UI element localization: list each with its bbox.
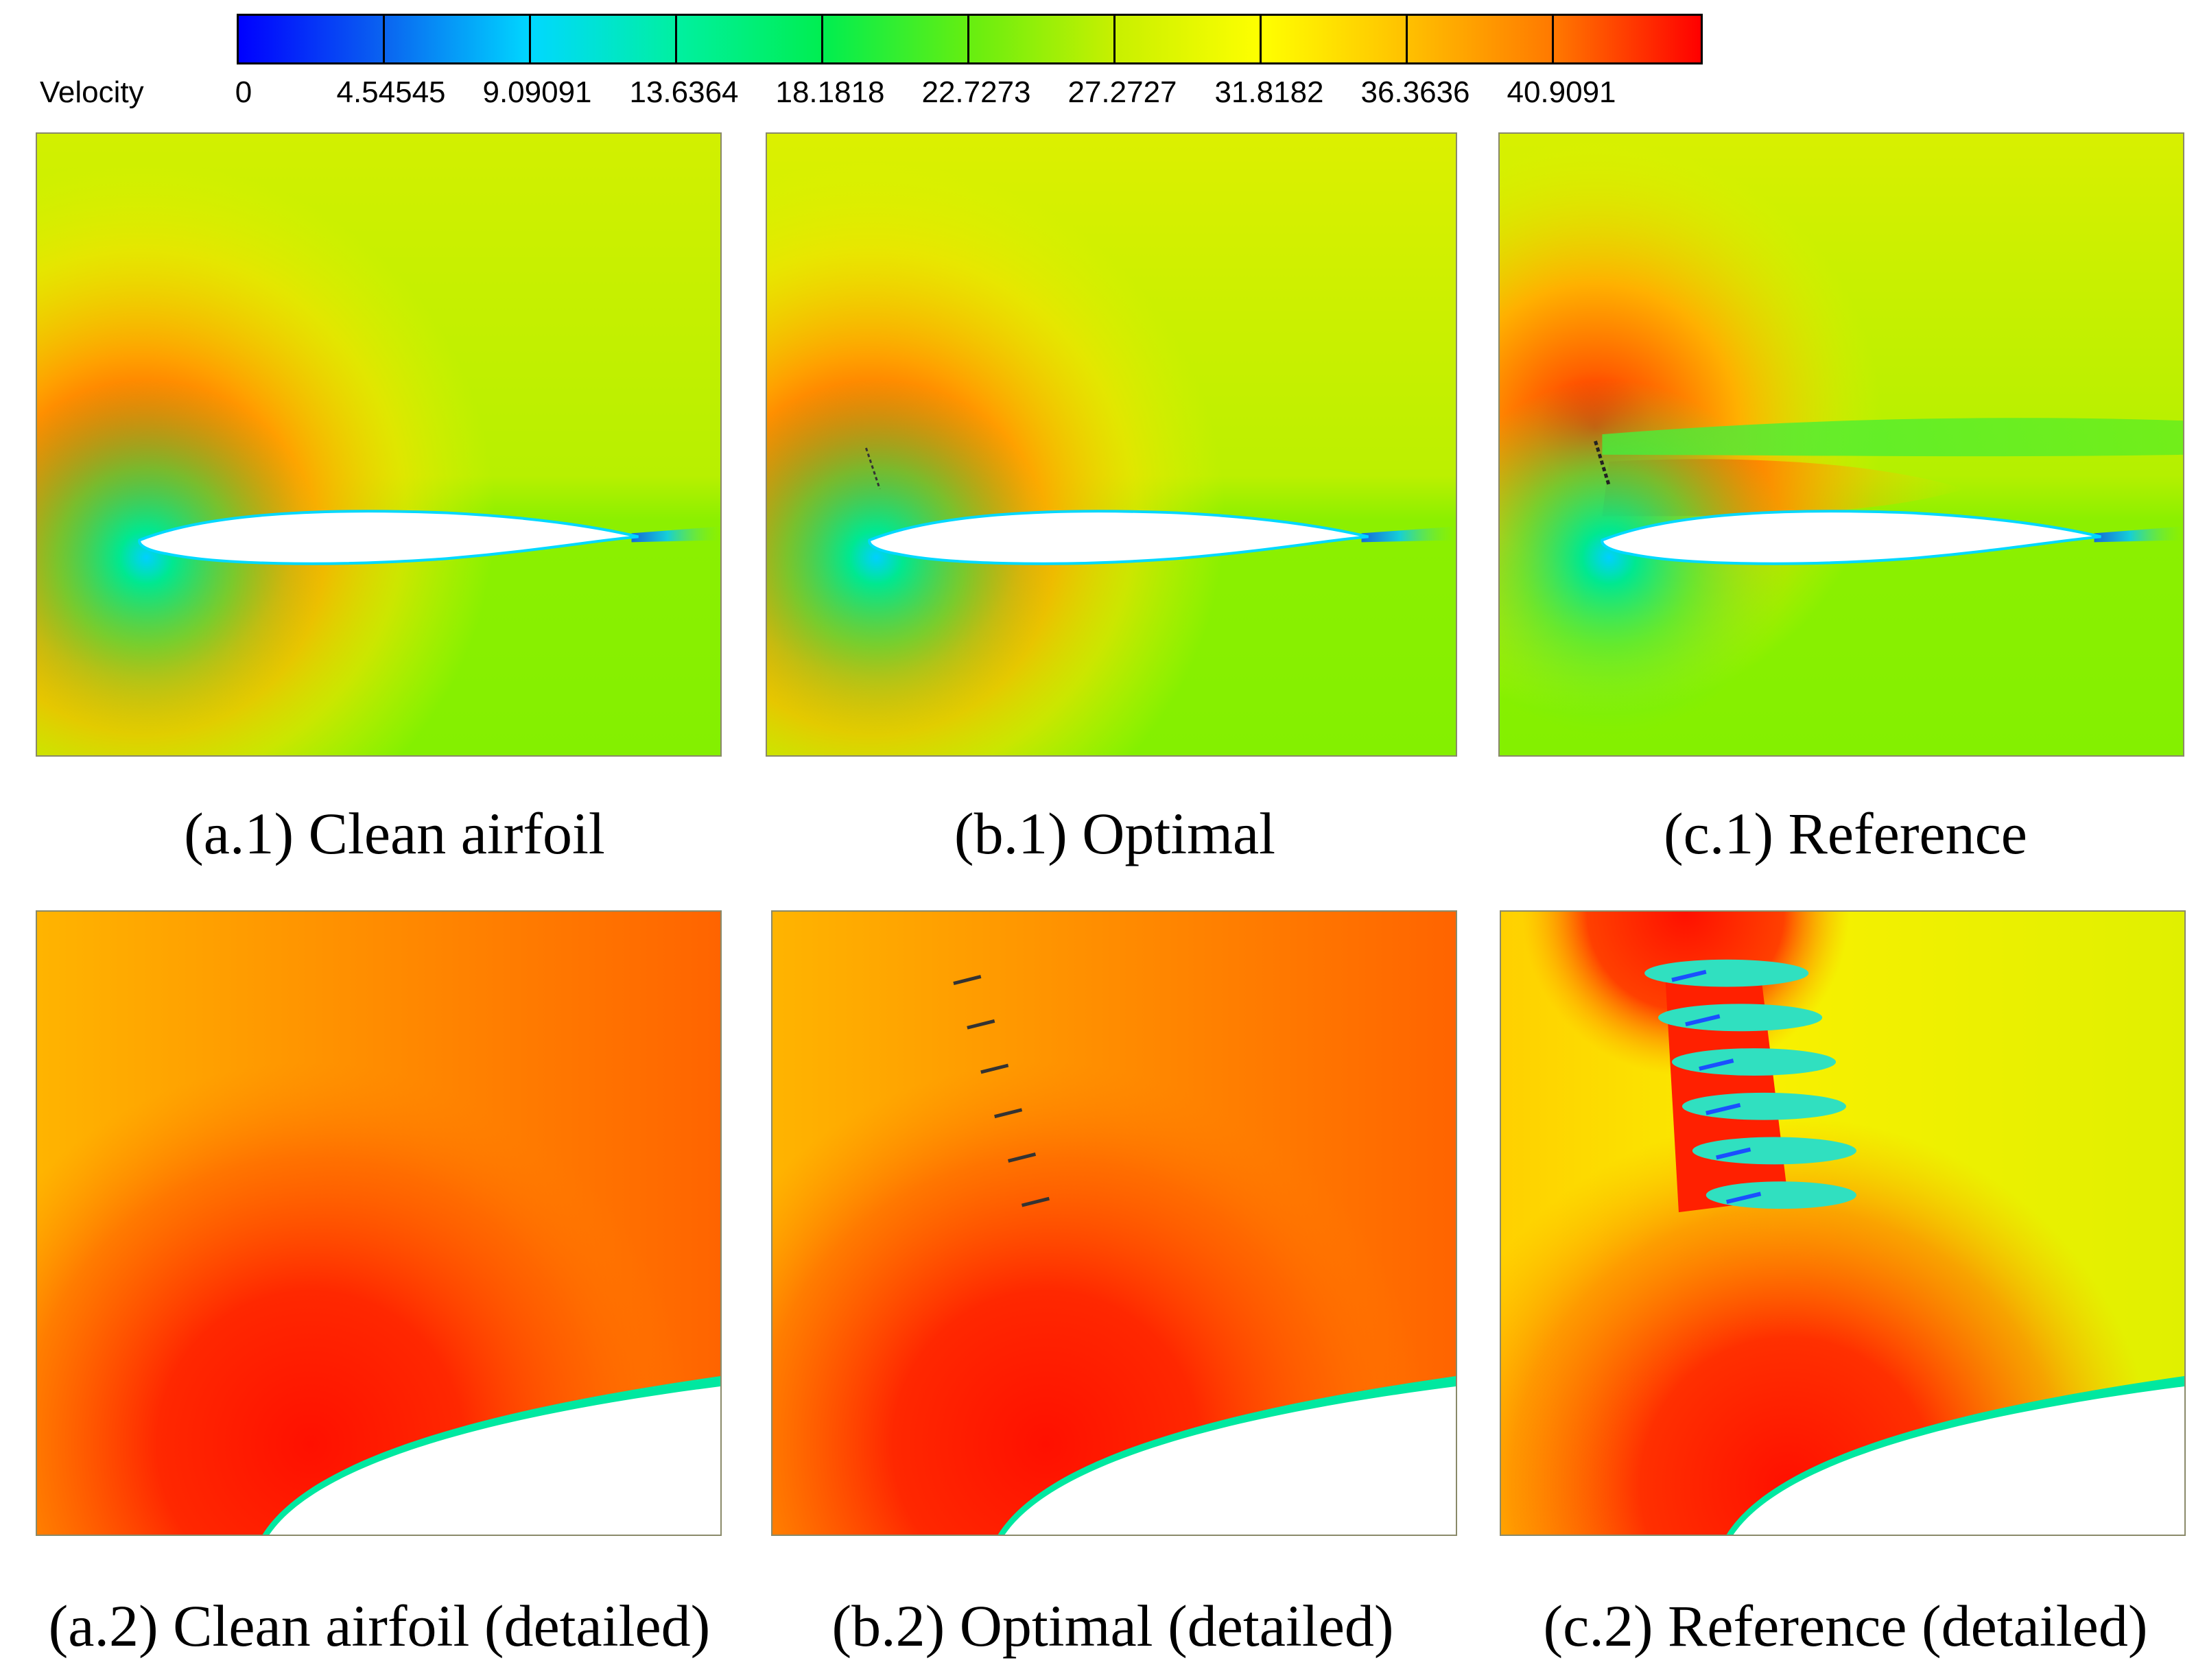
colorbar-tick: [821, 16, 823, 62]
colorbar-tick: [675, 16, 677, 62]
colorbar-label: 40.9091: [1507, 75, 1616, 109]
contour-panel-clean-airfoil-detailed: [36, 910, 722, 1536]
contour-panel-optimal: [766, 132, 1457, 757]
contour-plot-reference: [1500, 134, 2183, 755]
contour-panel-optimal-detailed: [771, 910, 1457, 1536]
colorbar-label: 0: [235, 75, 252, 109]
contour-panel-reference: [1498, 132, 2184, 757]
panel-caption: (b.1) Optimal: [954, 801, 1276, 866]
contour-plot-reference-detailed: [1501, 912, 2184, 1535]
colorbar-label: 22.7273: [921, 75, 1031, 109]
colorbar-tick: [967, 16, 969, 62]
contour-plot-optimal-detailed: [772, 912, 1456, 1535]
contour-plot-optimal: [767, 134, 1456, 755]
contour-panel-clean-airfoil: [36, 132, 722, 757]
colorbar-tick: [529, 16, 531, 62]
colorbar-tick: [1260, 16, 1262, 62]
colorbar-label: 9.09091: [482, 75, 592, 109]
colorbar-title: Velocity: [40, 75, 144, 109]
colorbar-tick: [1552, 16, 1554, 62]
contour-plot-clean-airfoil: [37, 134, 720, 755]
panel-caption: (a.1) Clean airfoil: [184, 801, 605, 866]
colorbar-label: 4.54545: [336, 75, 446, 109]
colorbar-tick: [383, 16, 385, 62]
colorbar-tick: [1406, 16, 1408, 62]
colorbar-label: 31.8182: [1214, 75, 1324, 109]
colorbar-label: 27.2727: [1067, 75, 1177, 109]
colorbar-label: 36.3636: [1360, 75, 1470, 109]
colorbar-tick: [1113, 16, 1116, 62]
panel-caption: (c.1) Reference: [1664, 801, 2027, 866]
contour-panel-reference-detailed: [1500, 910, 2186, 1536]
colorbar-label: 13.6364: [629, 75, 739, 109]
panel-caption: (c.2) Reference (detailed): [1543, 1593, 2148, 1659]
panel-caption: (a.2) Clean airfoil (detailed): [48, 1593, 711, 1659]
velocity-colorbar: [237, 14, 1703, 64]
contour-plot-clean-airfoil-detailed: [37, 912, 720, 1535]
panel-caption: (b.2) Optimal (detailed): [831, 1593, 1394, 1659]
colorbar-label: 18.1818: [775, 75, 885, 109]
